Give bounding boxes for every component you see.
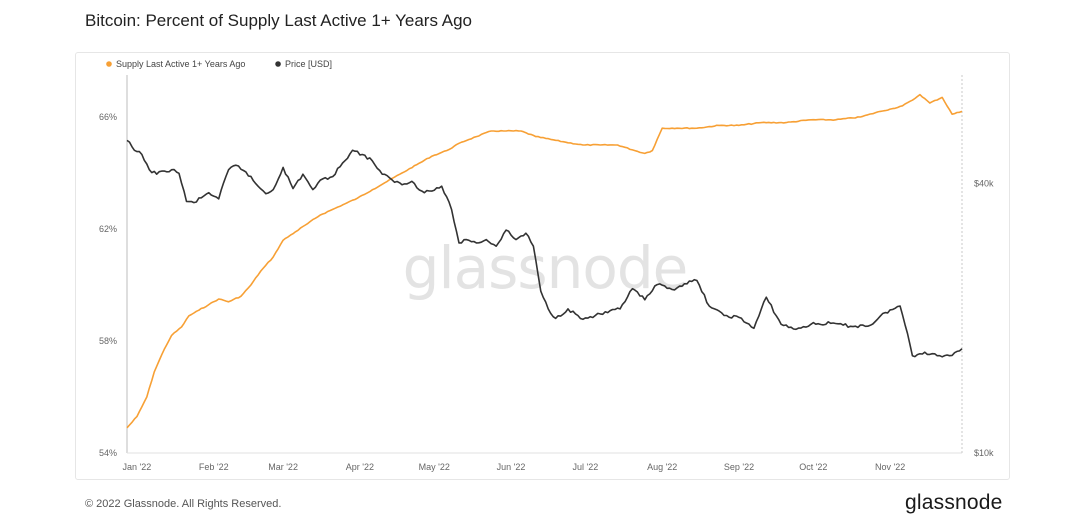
x-tick-label: Mar '22 — [268, 462, 298, 472]
legend-label: Price [USD] — [285, 59, 332, 69]
footer-copyright: © 2022 Glassnode. All Rights Reserved. — [85, 498, 282, 510]
axis-layer: 54% 58% 62% 66% $10k $40k Jan '22 Feb '22 Mar '2… — [99, 75, 994, 472]
x-tick-label: Feb '22 — [199, 462, 229, 472]
x-tick-label: Sep '22 — [724, 462, 754, 472]
price-series-line — [126, 139, 963, 358]
x-tick-label: Jul '22 — [573, 462, 599, 472]
x-tick-label: May '22 — [419, 462, 450, 472]
left-tick-label: 66% — [99, 112, 117, 122]
right-tick-label: $40k — [974, 179, 994, 189]
x-tick-label: Jun '22 — [497, 462, 526, 472]
chart-title: Bitcoin: Percent of Supply Last Active 1… — [85, 11, 472, 30]
x-tick-label: Apr '22 — [346, 462, 374, 472]
footer-logo: glassnode — [905, 491, 1003, 514]
supply-series-line — [126, 93, 963, 429]
x-tick-label: Aug '22 — [647, 462, 677, 472]
legend: Supply Last Active 1+ Years Ago Price [US… — [106, 59, 332, 69]
x-tick-label: Oct '22 — [799, 462, 827, 472]
legend-label: Supply Last Active 1+ Years Ago — [116, 59, 245, 69]
legend-marker — [275, 61, 281, 67]
legend-marker — [106, 61, 112, 67]
watermark: glassnode — [403, 234, 688, 302]
right-tick-label: $10k — [974, 448, 994, 458]
series-layer — [126, 93, 963, 429]
left-tick-label: 54% — [99, 448, 117, 458]
x-tick-label: Jan '22 — [123, 462, 152, 472]
x-tick-label: Nov '22 — [875, 462, 905, 472]
chart-panel — [75, 52, 1010, 480]
left-tick-label: 58% — [99, 336, 117, 346]
left-tick-label: 62% — [99, 224, 117, 234]
